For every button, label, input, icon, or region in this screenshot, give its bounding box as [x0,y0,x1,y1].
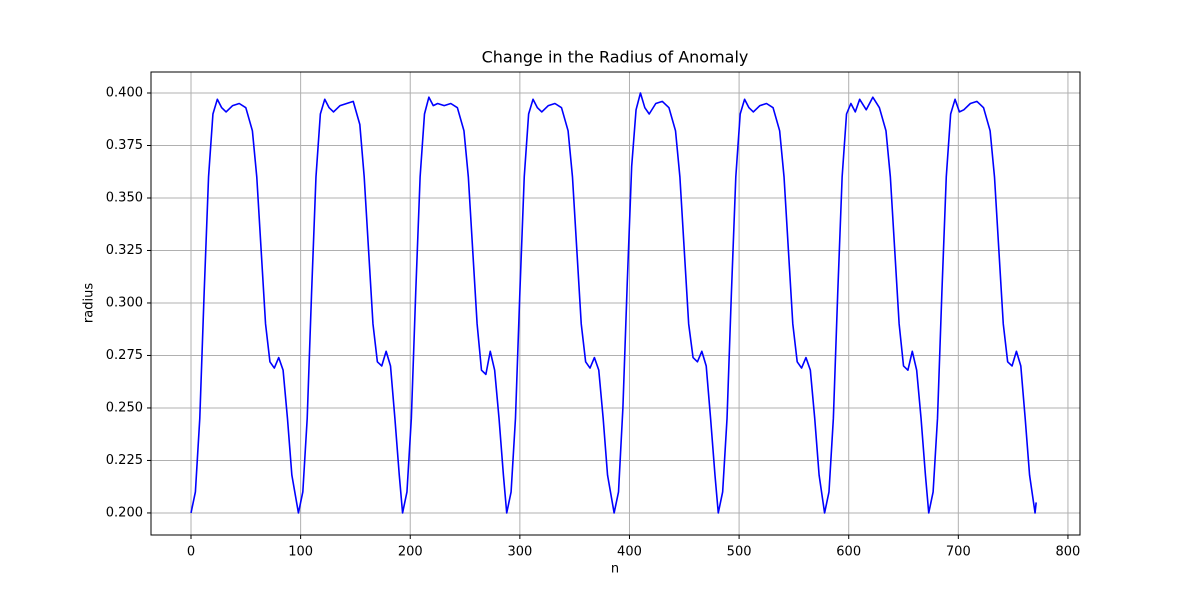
x-tick-label: 700 [946,545,971,560]
y-tick-label: 0.225 [106,453,143,468]
y-tick-label: 0.400 [106,85,143,100]
data-line [190,92,1037,514]
y-tick-label: 0.200 [106,505,143,520]
plot-area [190,92,1037,514]
x-tick-label: 800 [1056,545,1081,560]
chart-title: Change in the Radius of Anomaly [482,48,749,67]
y-tick-label: 0.375 [106,138,143,153]
y-tick-label: 0.275 [106,348,143,363]
x-tick-label: 300 [507,545,532,560]
y-axis-label: radius [82,283,97,323]
x-tick-label: 600 [836,545,861,560]
x-axis-label: n [611,562,619,577]
y-tick-label: 0.325 [106,243,143,258]
x-tick-label: 400 [617,545,642,560]
x-tick-label: 500 [727,545,752,560]
y-tick-label: 0.250 [106,400,143,415]
grid [151,72,1080,535]
x-tick-label: 0 [187,545,195,560]
x-tick-label: 100 [288,545,313,560]
y-tick-label: 0.300 [106,295,143,310]
x-tick-label: 200 [398,545,423,560]
axes-frame [150,71,1081,536]
y-tick-label: 0.350 [106,190,143,205]
